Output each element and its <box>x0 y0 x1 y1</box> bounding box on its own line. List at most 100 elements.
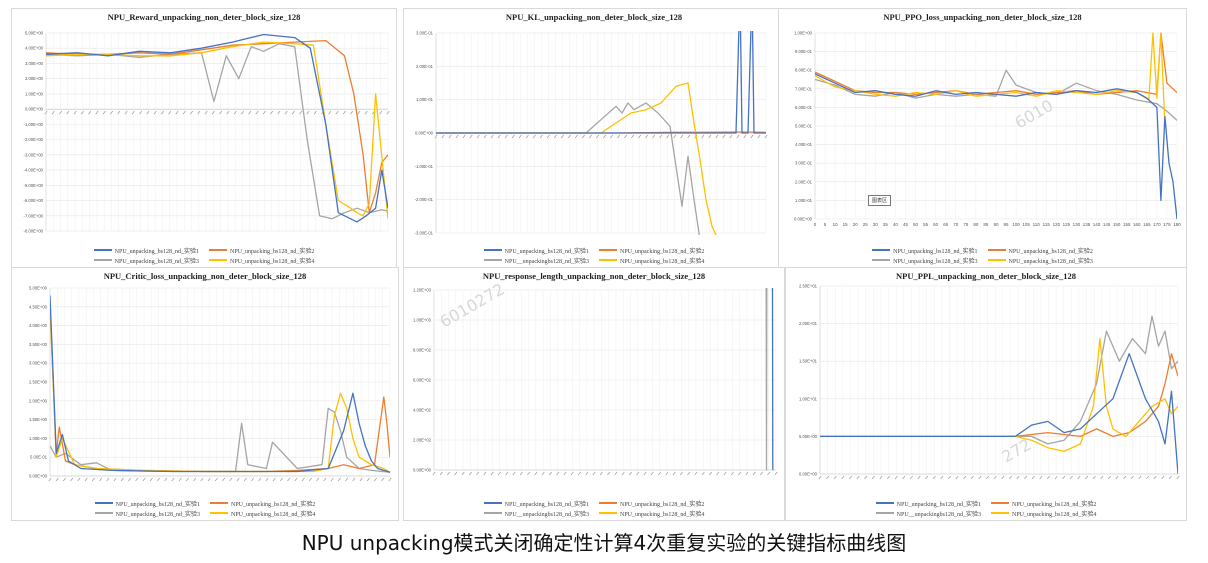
y-tick-label: 1.20E+03 <box>413 288 432 293</box>
chart-title: NPU_Critic_loss_unpacking_non_deter_bloc… <box>103 271 307 281</box>
x-tick-mark <box>1130 475 1134 480</box>
y-tick-label: 5.00E+00 <box>29 286 48 291</box>
x-tick-mark <box>91 477 95 482</box>
y-tick-label: -2.00E-01 <box>415 197 434 202</box>
x-tick-label: 70 <box>953 222 959 227</box>
x-tick-mark <box>553 134 557 139</box>
legend-row: NPU_unpacking_bs128_nd_实验1 NPU_unpacking_… <box>404 245 784 255</box>
series-line-1 <box>820 353 1178 475</box>
legend-swatch <box>483 502 502 504</box>
chart-panel-ppl: NPU_PPL_unpacking_non_deter_block_size_1… <box>785 267 1187 521</box>
x-tick-mark <box>723 471 727 476</box>
x-tick-label: 135 <box>1083 222 1091 227</box>
chart-panel-reward: NPU_Reward_unpacking_non_deter_block_siz… <box>11 8 397 268</box>
legend-row: NPU_unpacking_bs128_nd_实验3 NPU_unpacking_… <box>12 508 398 518</box>
x-tick-mark <box>534 471 538 476</box>
x-tick-mark <box>585 471 589 476</box>
x-tick-mark <box>955 475 959 480</box>
x-tick-label: 65 <box>943 222 949 227</box>
x-tick-mark <box>1153 475 1157 480</box>
x-tick-label: 20 <box>853 222 859 227</box>
x-tick-label: 120 <box>1053 222 1061 227</box>
x-tick-mark <box>160 110 164 115</box>
x-tick-mark <box>541 471 545 476</box>
series-line-4 <box>820 337 1178 453</box>
x-tick-label: 60 <box>933 222 939 227</box>
legend-swatch <box>599 502 617 504</box>
chart-legend: NPU_unpacking_bs128_nd_实验1 NPU_unpacking_… <box>779 245 1186 265</box>
legend-label: NPU_unpacking_bs128_nd_实验4 <box>230 258 315 265</box>
x-tick-mark <box>970 475 974 480</box>
x-tick-mark <box>226 110 230 115</box>
y-tick-label: 4.00E-01 <box>795 142 813 147</box>
legend-swatch <box>93 259 112 261</box>
x-tick-mark <box>251 477 255 482</box>
x-tick-mark <box>917 475 921 480</box>
y-tick-label: 0.00E+00 <box>413 468 432 473</box>
x-tick-label: 40 <box>893 222 899 227</box>
y-tick-label: 3.50E+00 <box>29 342 48 347</box>
x-tick-mark <box>441 134 445 139</box>
y-tick-label: -1.00E+00 <box>24 122 44 127</box>
x-tick-label: 95 <box>1004 222 1010 227</box>
x-tick-mark <box>200 477 204 482</box>
chart-legend: NPU_unpacking_bs128_nd_实验1 NPU_unpacking_… <box>404 498 784 518</box>
y-tick-label: -3.00E-01 <box>415 231 434 236</box>
x-tick-mark <box>631 134 635 139</box>
x-tick-mark <box>386 110 390 115</box>
x-tick-mark <box>532 134 536 139</box>
x-tick-marks <box>44 110 390 115</box>
x-tick-mark <box>66 110 70 115</box>
legend-item: NPU_unpacking_bs128_nd_实验3 <box>987 256 1093 265</box>
x-tick-mark <box>1077 475 1081 480</box>
x-tick-mark <box>139 110 143 115</box>
y-tick-label: 1.00E+00 <box>25 91 44 96</box>
x-tick-mark <box>701 134 705 139</box>
y-tick-label: 0.00E+00 <box>794 217 813 222</box>
x-tick-mark <box>518 134 522 139</box>
x-tick-mark <box>301 477 305 482</box>
x-tick-mark <box>157 477 160 482</box>
x-tick-label: 55 <box>923 222 929 227</box>
y-tick-label: 8.00E-01 <box>795 68 813 73</box>
x-tick-mark <box>468 471 472 476</box>
x-tick-mark <box>1168 475 1172 480</box>
x-tick-mark <box>80 110 84 115</box>
legend-item: NPU_unpacking_bs128_nd_实验1 <box>483 246 589 255</box>
y-tick-label: 3.00E-01 <box>416 31 434 36</box>
legend-item: NPU_unpacking_bs128_nd_实验1 <box>483 499 589 508</box>
legend-row: NPU_unpacking_bs128_nd_实验3 NPU_unpacking_… <box>12 255 396 265</box>
chart-panel-kl: NPU_KL_unpacking_non_deter_block_size_12… <box>403 8 785 268</box>
legend-item: NPU_unpacking_bs128_nd_实验1 <box>94 499 200 508</box>
y-tick-label: 2.50E+01 <box>799 284 818 289</box>
legend-row: NPU_unpacking_bs128_nd_实验1 NPU_unpacking_… <box>779 245 1186 255</box>
x-tick-mark <box>1092 475 1096 480</box>
x-tick-mark <box>248 110 252 115</box>
legend-label: NPU_unpacking_bs128_nd_实验2 <box>620 501 705 508</box>
x-tick-label: 160 <box>1133 222 1141 227</box>
x-tick-mark <box>469 134 473 139</box>
legend-swatch <box>599 249 617 251</box>
x-tick-mark <box>462 134 466 139</box>
x-tick-mark <box>643 471 647 476</box>
x-tick-mark <box>539 134 543 139</box>
y-tick-label: 2.00E-01 <box>795 179 813 184</box>
x-tick-mark <box>84 477 88 482</box>
legend-swatch <box>875 512 894 514</box>
x-tick-mark <box>932 475 936 480</box>
series-line-1 <box>50 295 390 473</box>
x-tick-marks <box>432 471 778 476</box>
y-tick-label: 9.00E-01 <box>795 49 813 54</box>
legend-row: NPU_unpacking_bs128_nd_实验1 NPU_unpacking_… <box>786 498 1186 508</box>
y-tick-label: 1.00E+03 <box>413 318 432 323</box>
legend-label: NPU__unpackingbs128_nd_实验3 <box>504 511 589 518</box>
x-tick-label: 110 <box>1033 222 1041 227</box>
x-tick-mark <box>490 134 494 139</box>
legend-item: NPU_unpacking_bs128_nd_实验3 <box>94 509 200 518</box>
x-tick-mark <box>658 471 662 476</box>
y-tick-label: -5.00E+00 <box>24 183 44 188</box>
chart-legend: NPU_unpacking_bs128_nd_实验1 NPU_unpacking_… <box>12 498 398 518</box>
x-tick-mark <box>563 471 567 476</box>
legend-item: NPU_unpacking_bs128_nd_实验2 <box>599 499 704 508</box>
x-tick-mark <box>277 110 281 115</box>
